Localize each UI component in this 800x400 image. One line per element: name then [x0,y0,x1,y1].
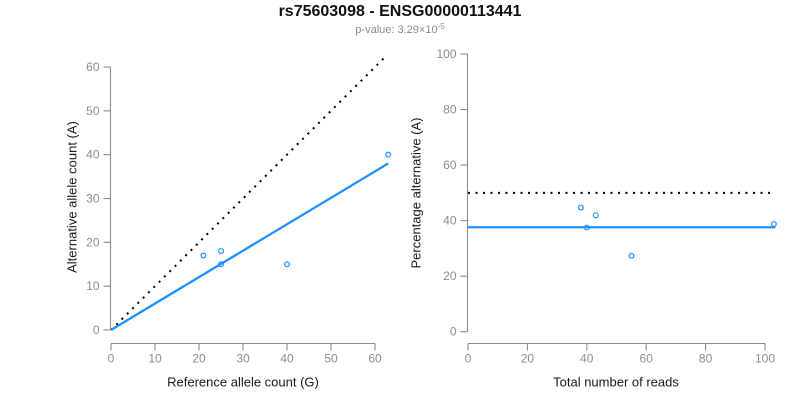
left-x-axis-label: Reference allele count (G) [167,374,319,390]
y-tick-label: 20 [86,235,100,249]
y-tick-label: 40 [86,148,100,162]
x-tick-label: 20 [521,352,535,366]
y-tick-label: 100 [436,47,456,61]
y-tick-label: 50 [86,104,100,118]
y-tick-label: 0 [93,323,100,337]
y-tick-label: 0 [450,325,457,339]
right-scatter-plot: 0 20 40 60 80 100 0 20 40 60 80 100 [436,47,777,366]
data-point [218,261,225,268]
x-tick-label: 100 [755,352,775,366]
data-point [592,212,599,219]
data-point [385,151,392,158]
x-tick-label: 0 [108,352,115,366]
fitted-ratio-line [110,162,389,331]
pvalue-text: p-value: 3.29×10 [355,24,438,36]
y-tick-label: 60 [86,60,100,74]
figure-title: rs75603098 - ENSG00000113441 [278,3,522,20]
left-scatter-plot: 0 10 20 30 40 50 60 0 10 20 30 40 50 60 [86,55,392,366]
data-point [218,248,225,255]
y-tick-label: 80 [443,103,457,117]
x-tick-label: 40 [580,352,594,366]
left-y-axis-label: Alternative allele count (A) [64,121,80,273]
data-point [200,252,207,259]
x-tick-label: 10 [148,352,162,366]
data-point [583,224,590,231]
x-tick-label: 0 [465,352,472,366]
x-tick-label: 60 [640,352,654,366]
y-tick-label: 40 [443,214,457,228]
y-tick-label: 20 [443,269,457,283]
y-tick-label: 10 [86,279,100,293]
y-tick-label: 60 [443,158,457,172]
x-tick-label: 50 [324,352,338,366]
data-point [577,204,584,211]
y-tick-label: 30 [86,192,100,206]
right-y-axis-label: Percentage alternative (A) [408,117,424,269]
data-point [284,261,291,268]
pvalue-exponent: -5 [437,22,445,31]
x-tick-label: 20 [192,352,206,366]
x-tick-label: 60 [368,352,382,366]
x-tick-label: 30 [236,352,250,366]
identity-line [110,55,387,331]
x-tick-label: 40 [280,352,294,366]
x-tick-label: 80 [699,352,713,366]
right-x-axis-label: Total number of reads [553,374,679,390]
figure-subtitle: p-value: 3.29×10-5 [0,22,800,36]
data-point [770,220,777,227]
data-point [628,252,635,259]
